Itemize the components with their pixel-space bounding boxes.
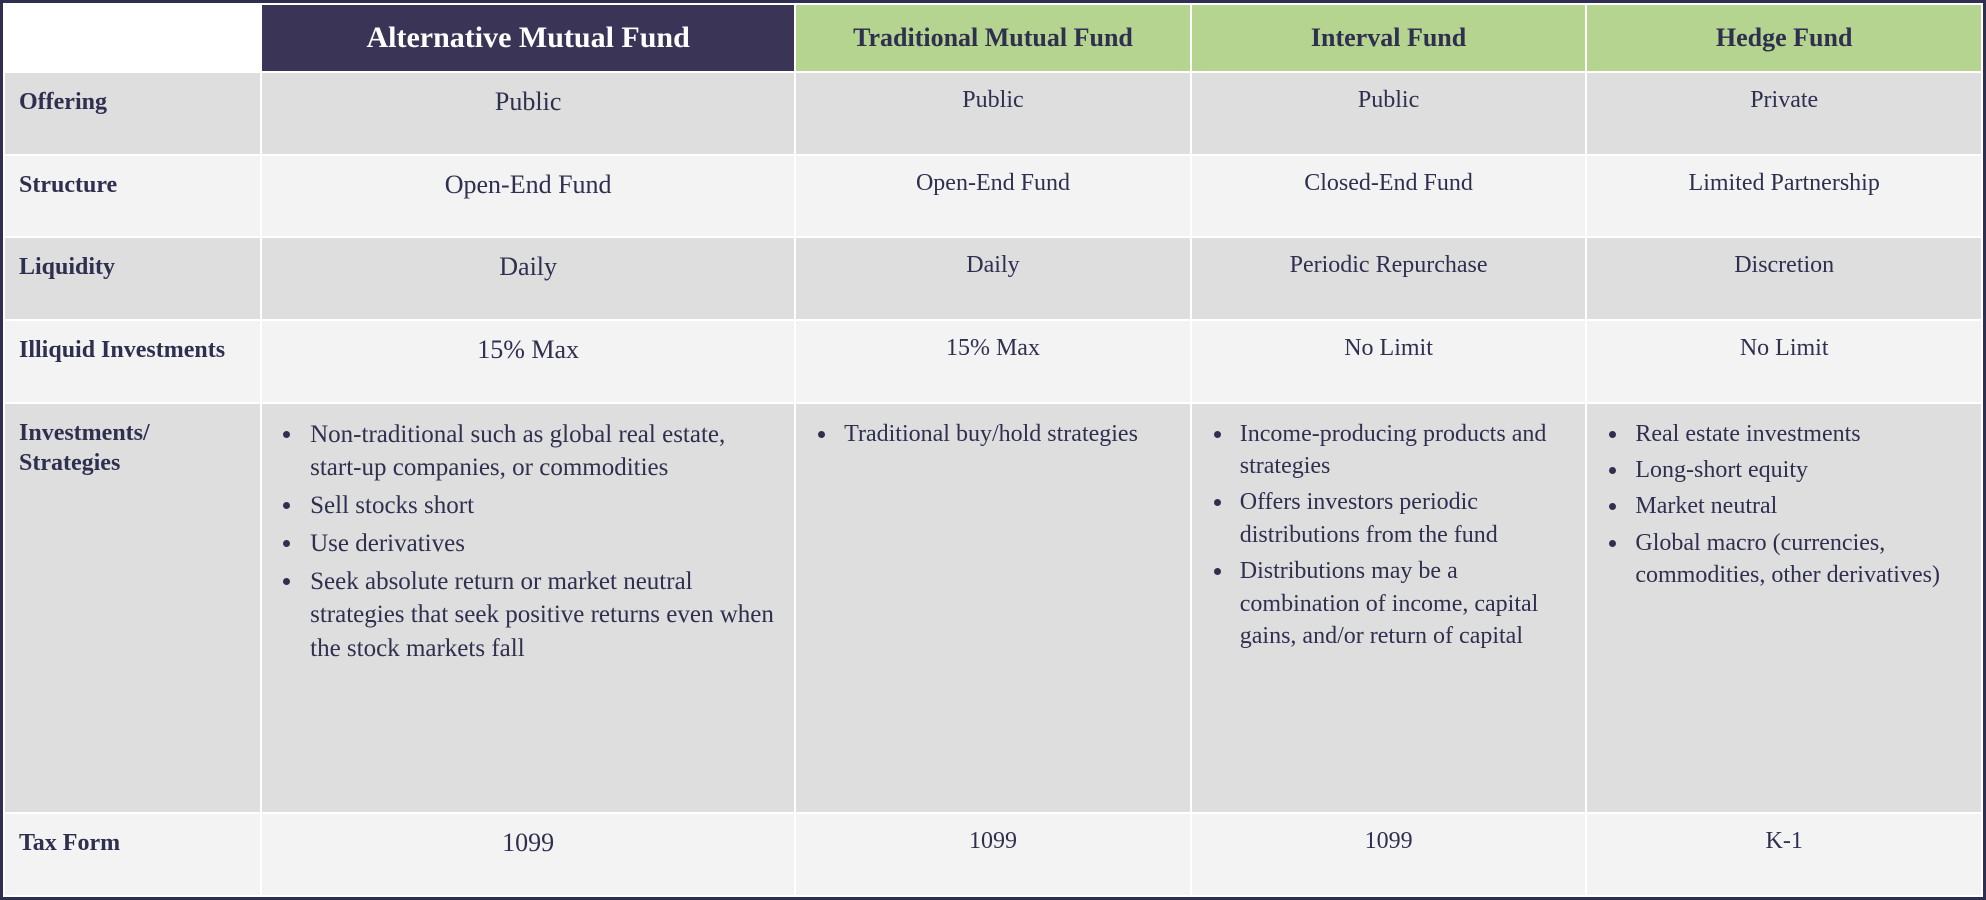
cell-strategies-interval: Income-producing products and strategies… [1191, 403, 1587, 814]
row-liquidity: Liquidity Daily Daily Periodic Repurchas… [4, 237, 1982, 320]
cell-structure-alt: Open-End Fund [261, 155, 795, 238]
list-strategies-hedge: Real estate investments Long-short equit… [1601, 418, 1967, 592]
list-item: Offers investors periodic distributions … [1234, 486, 1572, 551]
list-item: Market neutral [1629, 490, 1967, 522]
cell-offering-interval: Public [1191, 72, 1587, 155]
cell-liquidity-hedge: Discretion [1586, 237, 1982, 320]
list-item: Sell stocks short [304, 489, 780, 523]
rowlabel-tax-form: Tax Form [4, 813, 261, 896]
cell-illiquid-hedge: No Limit [1586, 320, 1982, 403]
row-investments-strategies: Investments/ Strategies Non-traditional … [4, 403, 1982, 814]
header-corner [4, 4, 261, 72]
cell-liquidity-interval: Periodic Repurchase [1191, 237, 1587, 320]
cell-strategies-alt: Non-traditional such as global real esta… [261, 403, 795, 814]
cell-illiquid-alt: 15% Max [261, 320, 795, 403]
cell-illiquid-interval: No Limit [1191, 320, 1587, 403]
list-item: Use derivatives [304, 527, 780, 561]
fund-comparison-table: Alternative Mutual Fund Traditional Mutu… [0, 0, 1986, 900]
rowlabel-illiquid: Illiquid Investments [4, 320, 261, 403]
cell-strategies-trad: Traditional buy/hold strategies [795, 403, 1191, 814]
rowlabel-strategies: Investments/ Strategies [4, 403, 261, 814]
header-alternative-mutual-fund: Alternative Mutual Fund [261, 4, 795, 72]
list-strategies-alt: Non-traditional such as global real esta… [276, 418, 780, 666]
cell-tax-interval: 1099 [1191, 813, 1587, 896]
list-item: Traditional buy/hold strategies [838, 418, 1176, 450]
cell-offering-hedge: Private [1586, 72, 1982, 155]
header-hedge-fund: Hedge Fund [1586, 4, 1982, 72]
cell-structure-hedge: Limited Partnership [1586, 155, 1982, 238]
list-item: Income-producing products and strategies [1234, 418, 1572, 483]
cell-tax-hedge: K-1 [1586, 813, 1982, 896]
list-item: Seek absolute return or market neutral s… [304, 565, 780, 666]
cell-structure-trad: Open-End Fund [795, 155, 1191, 238]
cell-tax-trad: 1099 [795, 813, 1191, 896]
comparison-table: Alternative Mutual Fund Traditional Mutu… [3, 3, 1983, 897]
cell-offering-alt: Public [261, 72, 795, 155]
list-strategies-interval: Income-producing products and strategies… [1206, 418, 1572, 653]
header-interval-fund: Interval Fund [1191, 4, 1587, 72]
list-strategies-trad: Traditional buy/hold strategies [810, 418, 1176, 450]
list-item: Global macro (currencies, commodities, o… [1629, 527, 1967, 592]
row-tax-form: Tax Form 1099 1099 1099 K-1 [4, 813, 1982, 896]
rowlabel-offering: Offering [4, 72, 261, 155]
list-item: Distributions may be a combination of in… [1234, 555, 1572, 652]
row-offering: Offering Public Public Public Private [4, 72, 1982, 155]
cell-illiquid-trad: 15% Max [795, 320, 1191, 403]
row-structure: Structure Open-End Fund Open-End Fund Cl… [4, 155, 1982, 238]
cell-offering-trad: Public [795, 72, 1191, 155]
header-traditional-mutual-fund: Traditional Mutual Fund [795, 4, 1191, 72]
row-illiquid-investments: Illiquid Investments 15% Max 15% Max No … [4, 320, 1982, 403]
cell-strategies-hedge: Real estate investments Long-short equit… [1586, 403, 1982, 814]
rowlabel-structure: Structure [4, 155, 261, 238]
table-header-row: Alternative Mutual Fund Traditional Mutu… [4, 4, 1982, 72]
cell-liquidity-trad: Daily [795, 237, 1191, 320]
cell-tax-alt: 1099 [261, 813, 795, 896]
table-body: Offering Public Public Public Private St… [4, 72, 1982, 896]
cell-liquidity-alt: Daily [261, 237, 795, 320]
list-item: Real estate investments [1629, 418, 1967, 450]
list-item: Long-short equity [1629, 454, 1967, 486]
cell-structure-interval: Closed-End Fund [1191, 155, 1587, 238]
rowlabel-liquidity: Liquidity [4, 237, 261, 320]
list-item: Non-traditional such as global real esta… [304, 418, 780, 486]
